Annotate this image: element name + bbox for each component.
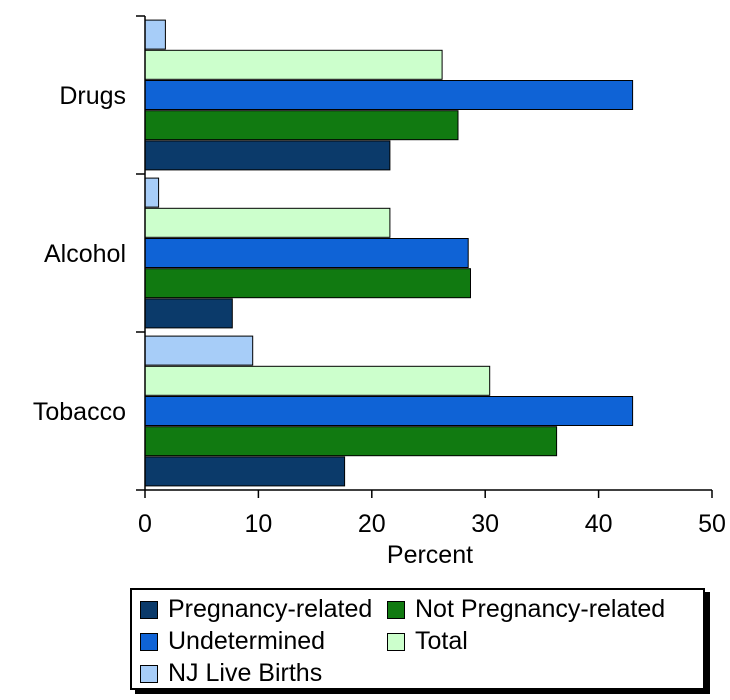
legend-swatch — [387, 632, 405, 651]
bar-drugs-undetermined — [144, 80, 634, 110]
bar-drugs-total — [144, 49, 443, 80]
x-axis-title: Percent — [387, 541, 473, 569]
bar-alcohol-not-pregnancy-related — [144, 268, 471, 299]
category-label: Alcohol — [44, 240, 126, 268]
legend-item-pregnancy-related: Pregnancy-related — [140, 595, 372, 624]
bar-alcohol-undetermined — [144, 238, 469, 268]
x-tick-label: 20 — [358, 510, 386, 538]
legend-label: NJ Live Births — [168, 659, 323, 687]
legend-swatch — [140, 664, 158, 683]
bar-chart: Tobacco Alcohol Drugs 0 10 20 30 40 50 Percent — [33, 15, 726, 569]
bar-drugs-nj-live-births — [144, 19, 166, 50]
legend-label: Pregnancy-related — [168, 595, 373, 623]
bar-tobacco-total — [144, 365, 491, 396]
x-tick-label: 40 — [585, 510, 613, 538]
legend-swatch — [140, 600, 158, 619]
legend-label: Not Pregnancy-related — [415, 595, 666, 623]
x-tick-label: 50 — [698, 510, 726, 538]
bar-drugs-pregnancy-related — [144, 140, 391, 171]
x-tick-label: 0 — [138, 510, 152, 538]
legend-swatch — [387, 600, 405, 619]
legend: Pregnancy-related Not Pregnancy-related … — [130, 588, 705, 690]
legend-item-not-pregnancy-related: Not Pregnancy-related — [387, 595, 665, 624]
bar-tobacco-not-pregnancy-related — [144, 426, 558, 457]
legend-label: Total — [415, 627, 468, 655]
category-label: Drugs — [59, 82, 126, 110]
bar-tobacco-pregnancy-related — [144, 456, 346, 487]
bar-drugs-not-pregnancy-related — [144, 110, 459, 141]
bar-tobacco-nj-live-births — [144, 335, 254, 366]
legend-item-total: Total — [387, 627, 468, 656]
bar-alcohol-pregnancy-related — [144, 298, 233, 329]
legend-item-undetermined: Undetermined — [140, 627, 325, 656]
legend-item-nj-live-births: NJ Live Births — [140, 659, 322, 688]
x-tick-label: 10 — [244, 510, 272, 538]
bar-alcohol-nj-live-births — [144, 177, 160, 208]
bar-tobacco-undetermined — [144, 396, 634, 426]
category-label: Tobacco — [33, 398, 126, 426]
legend-label: Undetermined — [168, 627, 326, 655]
bar-alcohol-total — [144, 207, 391, 238]
x-tick-label: 30 — [471, 510, 499, 538]
legend-swatch — [140, 632, 158, 651]
